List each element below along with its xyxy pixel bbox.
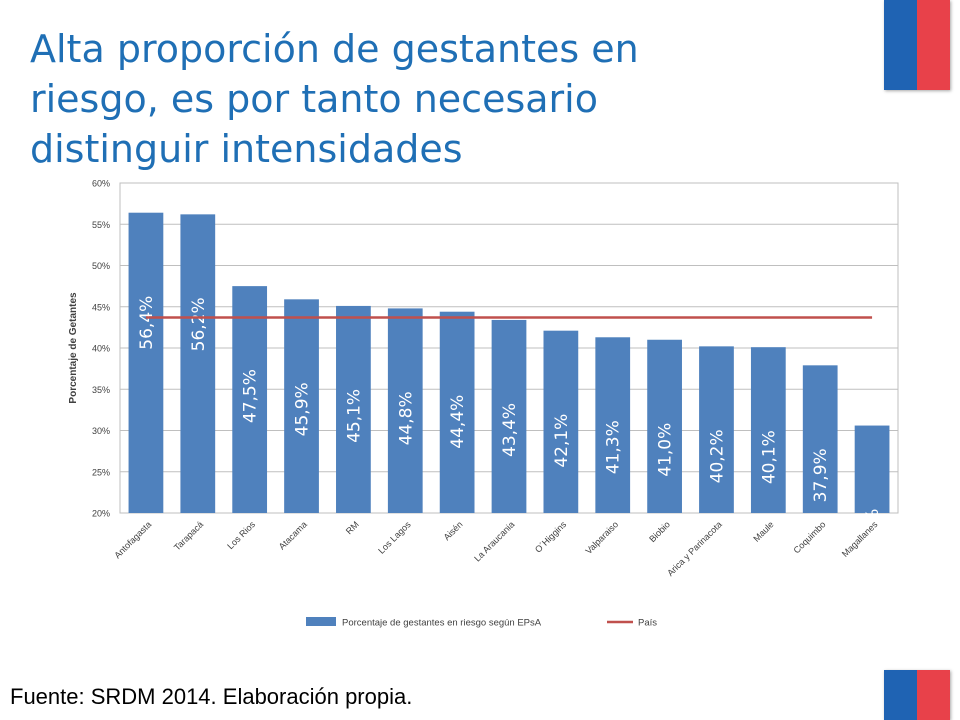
x-tick-label: Arica y Parinacota (665, 519, 724, 578)
legend-label-line: País (638, 618, 657, 629)
x-tick-label: O´Higgins (533, 519, 569, 555)
bar (750, 347, 786, 513)
bar (699, 346, 734, 513)
bar (491, 319, 527, 513)
bar (595, 337, 631, 513)
bar-data-label: 44,4% (448, 395, 468, 449)
x-tick-label: Coquimbo (792, 519, 828, 555)
chile-flag-decoration-bottom (884, 670, 950, 720)
bar (336, 305, 371, 513)
legend-swatch-bar (306, 617, 336, 626)
bar-data-label: 40,2% (707, 429, 727, 483)
bar-data-label: 45,9% (293, 382, 313, 436)
y-tick-label: 35% (92, 385, 110, 395)
x-tick-label: Maule (751, 519, 775, 543)
bar-data-label: 47,5% (241, 369, 261, 423)
flag-blue-stripe (884, 670, 917, 720)
bar (802, 365, 838, 513)
bar-data-label: 43,4% (500, 403, 520, 457)
bar (439, 311, 475, 513)
x-tick-label: Tarapacá (172, 519, 205, 552)
title-line-2: riesgo, es por tanto necesario (30, 77, 598, 121)
bar-data-label: 37,9% (811, 448, 831, 502)
bar-data-label: 56,4% (137, 296, 157, 350)
bar (128, 212, 164, 513)
bar-data-label: 56,2% (189, 297, 209, 351)
bar-data-label: 44,8% (396, 391, 416, 445)
bar-data-label: 40,1% (759, 430, 779, 484)
x-tick-label: La Araucania (472, 519, 516, 563)
flag-blue-stripe (884, 0, 917, 90)
bar-data-label: 42,1% (552, 414, 572, 468)
title-line-1: Alta proporción de gestantes en (30, 27, 639, 71)
bar (854, 425, 890, 513)
title-line-3: distinguir intensidades (30, 127, 463, 171)
bar-data-label: 45,1% (344, 389, 364, 443)
bar-data-label: 41,3% (604, 420, 624, 474)
x-tick-label: Los Lagos (376, 519, 413, 556)
x-tick-label: Biobio (647, 519, 672, 544)
legend-label-bar: Porcentaje de gestantes en riesgo según … (342, 618, 542, 629)
x-tick-label: Antofagasta (112, 519, 153, 560)
chile-flag-decoration-top (884, 0, 950, 90)
y-tick-label: 55% (92, 220, 110, 230)
slide-title: Alta proporción de gestantes en riesgo, … (30, 24, 850, 174)
x-tick-label: RM (344, 519, 361, 536)
y-tick-label: 25% (92, 467, 110, 477)
y-tick-label: 40% (92, 344, 110, 354)
bar (232, 286, 268, 513)
flag-red-stripe (917, 0, 950, 90)
y-axis-label: Porcentaje de Getantes (68, 292, 79, 404)
y-tick-label: 45% (92, 302, 110, 312)
y-tick-label: 50% (92, 261, 110, 271)
bar (647, 339, 682, 513)
bar (284, 299, 319, 513)
x-tick-label: Aisén (442, 519, 465, 542)
bar (180, 214, 216, 513)
x-tick-label: Valparaiso (583, 519, 620, 556)
source-note: Fuente: SRDM 2014. Elaboración propia. (10, 684, 413, 709)
bar (543, 330, 579, 513)
y-tick-label: 20% (92, 509, 110, 519)
y-tick-label: 60% (92, 179, 110, 189)
bar (387, 308, 423, 513)
y-tick-label: 30% (92, 426, 110, 436)
bar-data-label: 30,6% (863, 509, 883, 563)
x-tick-label: Atacama (277, 519, 309, 551)
x-tick-label: Los Rios (225, 519, 257, 551)
flag-red-stripe (917, 670, 950, 720)
bar-data-label: 41,0% (656, 423, 676, 477)
